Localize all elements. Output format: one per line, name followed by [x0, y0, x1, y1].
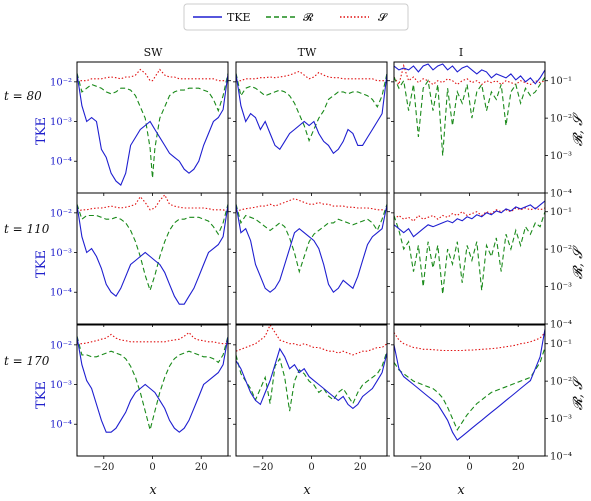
legend: TKE 𝓡 𝓢	[183, 3, 409, 31]
legend-label-r: 𝓡	[303, 11, 314, 24]
panel-frame-r0c1	[235, 61, 388, 194]
panel-frame-r1c2	[393, 192, 546, 325]
series-s-r1c1	[236, 198, 387, 213]
panel-r1c2: 10⁻¹ 10⁻² 10⁻³ 10⁻⁴	[391, 192, 572, 331]
x-tick-label-r2c0-2: 20	[195, 462, 208, 473]
series-tke-r0c0	[77, 73, 228, 187]
panel-r1c1	[233, 192, 390, 327]
left-ylabel-row2: TKE	[34, 381, 49, 409]
series-tke-r1c0	[77, 204, 228, 305]
series-r-r0c2	[394, 76, 545, 156]
right-tick-label-r2c2-3: 10⁻⁴	[550, 452, 572, 463]
panel-r0c2: 10⁻¹ 10⁻² 10⁻³ 10⁻⁴	[391, 61, 572, 200]
right-tick-label-r0c2-3: 10⁻⁴	[550, 189, 572, 200]
panel-frame-r2c1	[235, 324, 388, 457]
right-tick-label-r2c2-1: 10⁻²	[550, 377, 572, 388]
right-ylabel-row1: 𝓡, 𝓢	[571, 245, 586, 279]
x-tick-label-r2c1-2: 20	[354, 462, 367, 473]
series-s-r2c2	[394, 332, 545, 352]
right-tick-label-r1c2-3: 10⁻⁴	[550, 320, 572, 331]
series-r-r1c0	[77, 204, 228, 293]
column-title-tw: TW	[298, 46, 317, 59]
panel-r0c0: 10⁻² 10⁻³ 10⁻⁴	[50, 61, 231, 196]
left-tick-label-r1c0-2: 10⁻⁴	[50, 288, 72, 299]
right-tick-label-r2c2-2: 10⁻³	[550, 414, 572, 425]
series-s-r2c0	[77, 331, 228, 345]
x-tick-label-r2c2-1: 0	[466, 462, 472, 473]
panel-r2c0: 10⁻² 10⁻³ 10⁻⁴ −20 0 20	[50, 324, 231, 473]
left-tick-label-r0c0-1: 10⁻³	[50, 117, 72, 128]
right-ylabel-row0: 𝓡, 𝓢	[571, 112, 586, 146]
row-label-t110: t = 110	[4, 222, 50, 236]
legend-label-tke: TKE	[227, 11, 251, 24]
series-s-r1c2	[394, 207, 545, 222]
panel-frame-r1c1	[235, 192, 388, 325]
left-tick-label-r0c0-2: 10⁻⁴	[50, 157, 72, 168]
series-tke-r2c0	[77, 336, 228, 433]
x-tick-label-r2c0-1: 0	[149, 462, 155, 473]
right-tick-label-r1c2-2: 10⁻³	[550, 282, 572, 293]
left-tick-label-r0c0-0: 10⁻²	[50, 77, 72, 88]
series-s-r0c1	[236, 70, 387, 82]
left-ylabel-row1: TKE	[34, 250, 49, 278]
left-tick-label-r2c0-2: 10⁻⁴	[50, 420, 72, 431]
left-ylabel-row0: TKE	[34, 117, 49, 145]
right-ylabel-row2: 𝓡, 𝓢	[571, 376, 586, 410]
xlabel-col1: x	[303, 483, 311, 498]
row-label-t170: t = 170	[4, 354, 50, 368]
panel-r0c1	[233, 61, 390, 196]
right-tick-label-r0c2-0: 10⁻¹	[550, 76, 572, 87]
panel-frame-r2c2	[393, 324, 546, 457]
series-r-r2c1	[236, 351, 387, 412]
right-tick-label-r1c2-0: 10⁻¹	[550, 207, 572, 218]
panel-r2c1: −20 0 20	[233, 324, 390, 473]
right-tick-label-r1c2-1: 10⁻²	[550, 245, 572, 256]
right-tick-label-r2c2-0: 10⁻¹	[550, 339, 572, 350]
x-tick-label-r2c2-0: −20	[410, 462, 431, 473]
xlabel-col0: x	[149, 483, 157, 498]
xlabel-col2: x	[457, 483, 465, 498]
panel-r1c0: 10⁻² 10⁻³ 10⁻⁴	[50, 192, 231, 327]
series-tke-r1c2	[394, 200, 545, 238]
x-tick-label-r2c0-0: −20	[93, 462, 114, 473]
column-title-i: I	[459, 46, 463, 59]
panels: 10⁻² 10⁻³ 10⁻⁴ 10⁻¹ 10⁻² 10⁻³ 10⁻⁴ 10⁻² 10⁻³ 10⁻⁴…	[50, 61, 572, 473]
row-label-t80: t = 80	[4, 89, 42, 103]
left-tick-label-r2c0-0: 10⁻²	[50, 340, 72, 351]
column-title-sw: SW	[144, 46, 164, 59]
x-tick-label-r2c1-0: −20	[252, 462, 273, 473]
left-tick-label-r2c0-1: 10⁻³	[50, 380, 72, 391]
x-tick-label-r2c1-1: 0	[308, 462, 314, 473]
series-tke-r2c1	[236, 347, 387, 410]
series-s-r1c0	[77, 193, 228, 213]
left-tick-label-r1c0-1: 10⁻³	[50, 248, 72, 259]
x-tick-label-r2c2-2: 20	[512, 462, 525, 473]
right-tick-label-r0c2-2: 10⁻³	[550, 151, 572, 162]
series-r-r2c0	[77, 336, 228, 432]
series-s-r0c0	[77, 68, 228, 82]
series-r-r0c0	[77, 73, 228, 179]
right-tick-label-r0c2-1: 10⁻²	[550, 114, 572, 125]
series-tke-r0c2	[394, 63, 545, 85]
legend-frame	[183, 3, 409, 31]
series-s-r2c1	[236, 325, 387, 356]
series-r-r1c2	[394, 211, 545, 295]
series-r-r1c1	[236, 204, 387, 274]
series-tke-r1c1	[236, 204, 387, 294]
series-tke-r0c1	[236, 73, 387, 155]
series-r-r2c2	[394, 347, 545, 431]
left-tick-label-r1c0-0: 10⁻²	[50, 208, 72, 219]
legend-label-s: 𝓢	[378, 11, 388, 24]
panel-frame-r0c2	[393, 61, 546, 194]
panel-r2c2: 10⁻¹ 10⁻² 10⁻³ 10⁻⁴ −20 0 20	[391, 324, 572, 473]
series-tke-r2c2	[394, 328, 545, 441]
series-r-r0c1	[236, 73, 387, 143]
